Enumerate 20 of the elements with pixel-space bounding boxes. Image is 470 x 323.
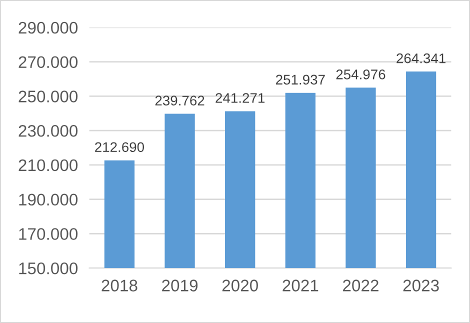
y-tick-label: 290.000 — [18, 22, 78, 34]
data-label: 239.762 — [155, 96, 204, 106]
x-tick-label: 2019 — [162, 280, 198, 292]
y-tick-label: 170.000 — [19, 228, 78, 240]
x-tick-label: 2022 — [343, 280, 378, 292]
y-tick-label: 270.000 — [18, 56, 78, 68]
y-tick-label: 190.000 — [19, 194, 78, 206]
x-tick-label: 2023 — [403, 280, 439, 292]
data-label: 264.341 — [396, 53, 446, 64]
y-tick-label: 230.000 — [18, 124, 78, 137]
data-label: 241.271 — [216, 93, 265, 103]
y-tick-label: 150.000 — [19, 262, 78, 274]
y-tick-label: 210.000 — [18, 159, 78, 172]
x-tick-label: 2021 — [282, 280, 318, 292]
data-label: 212.690 — [95, 142, 144, 152]
x-tick-label: 2018 — [102, 280, 138, 292]
y-tick-label: 250.000 — [18, 90, 78, 102]
data-label: 254.976 — [336, 70, 386, 80]
data-label: 251.937 — [276, 74, 325, 85]
x-tick-label: 2020 — [222, 280, 258, 292]
